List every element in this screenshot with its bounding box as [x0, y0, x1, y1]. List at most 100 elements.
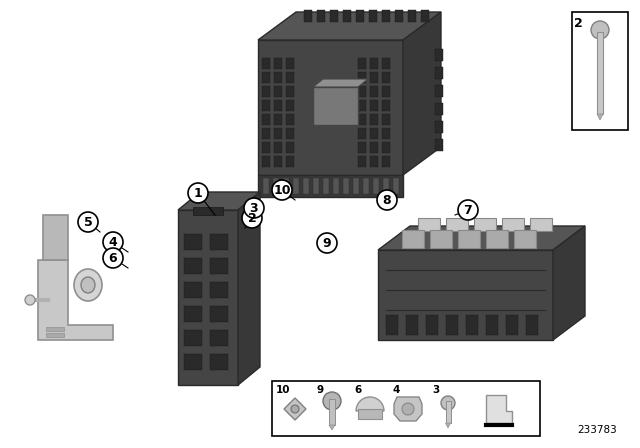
- Bar: [446, 315, 458, 335]
- Polygon shape: [553, 226, 585, 340]
- Ellipse shape: [402, 403, 414, 415]
- Text: 5: 5: [84, 215, 92, 228]
- Circle shape: [103, 232, 123, 252]
- Bar: [272, 381, 540, 436]
- Polygon shape: [313, 79, 368, 87]
- Bar: [330, 10, 338, 22]
- Bar: [303, 178, 309, 194]
- Bar: [313, 178, 319, 194]
- Bar: [435, 139, 443, 151]
- Circle shape: [317, 233, 337, 253]
- Circle shape: [272, 180, 292, 200]
- Bar: [333, 178, 339, 194]
- Text: 4: 4: [392, 385, 400, 395]
- Polygon shape: [597, 114, 603, 120]
- Bar: [313, 87, 358, 125]
- Bar: [382, 72, 390, 83]
- Polygon shape: [178, 210, 238, 385]
- Bar: [210, 354, 228, 370]
- Circle shape: [78, 212, 98, 232]
- Polygon shape: [178, 192, 260, 210]
- Circle shape: [458, 200, 478, 220]
- Polygon shape: [403, 12, 441, 175]
- Bar: [466, 315, 478, 335]
- Circle shape: [188, 183, 208, 203]
- Bar: [370, 58, 378, 69]
- Bar: [262, 156, 270, 167]
- Ellipse shape: [25, 295, 35, 305]
- Text: 2: 2: [248, 211, 257, 224]
- Bar: [435, 67, 443, 79]
- Bar: [274, 128, 282, 139]
- Text: 10: 10: [273, 184, 291, 197]
- Bar: [286, 86, 294, 97]
- Bar: [286, 72, 294, 83]
- Polygon shape: [238, 192, 260, 385]
- Bar: [184, 282, 202, 298]
- Polygon shape: [394, 397, 422, 421]
- Bar: [283, 178, 289, 194]
- Polygon shape: [284, 398, 306, 420]
- Polygon shape: [474, 218, 496, 231]
- Text: 2: 2: [573, 17, 582, 30]
- Bar: [356, 10, 364, 22]
- Wedge shape: [356, 397, 384, 411]
- Bar: [274, 58, 282, 69]
- Bar: [370, 128, 378, 139]
- Bar: [304, 10, 312, 22]
- Bar: [382, 142, 390, 153]
- Bar: [369, 10, 377, 22]
- Bar: [46, 327, 64, 331]
- Bar: [358, 128, 366, 139]
- Bar: [373, 178, 379, 194]
- Bar: [258, 175, 403, 197]
- Bar: [193, 207, 223, 215]
- Bar: [262, 100, 270, 111]
- Text: 8: 8: [383, 194, 391, 207]
- Polygon shape: [486, 395, 512, 423]
- Text: 233783: 233783: [577, 425, 617, 435]
- Polygon shape: [43, 215, 68, 260]
- Bar: [435, 121, 443, 133]
- Bar: [358, 114, 366, 125]
- Bar: [514, 230, 536, 248]
- Bar: [358, 58, 366, 69]
- Bar: [184, 234, 202, 250]
- Bar: [274, 100, 282, 111]
- Bar: [486, 230, 508, 248]
- Polygon shape: [38, 260, 113, 340]
- Bar: [506, 315, 518, 335]
- Text: 9: 9: [316, 385, 324, 395]
- Bar: [286, 156, 294, 167]
- Bar: [383, 178, 389, 194]
- Ellipse shape: [74, 269, 102, 301]
- Bar: [274, 72, 282, 83]
- Bar: [184, 330, 202, 346]
- Bar: [382, 114, 390, 125]
- Bar: [370, 142, 378, 153]
- Bar: [317, 10, 325, 22]
- Text: 7: 7: [463, 203, 472, 216]
- Bar: [293, 178, 299, 194]
- Bar: [370, 114, 378, 125]
- Bar: [274, 142, 282, 153]
- Polygon shape: [258, 40, 403, 175]
- Bar: [286, 142, 294, 153]
- Bar: [273, 178, 279, 194]
- Bar: [445, 401, 451, 423]
- Bar: [370, 100, 378, 111]
- Bar: [386, 315, 398, 335]
- Bar: [353, 178, 359, 194]
- Polygon shape: [502, 218, 524, 231]
- Bar: [382, 10, 390, 22]
- Bar: [262, 58, 270, 69]
- Polygon shape: [446, 218, 468, 231]
- Bar: [406, 315, 418, 335]
- Bar: [274, 156, 282, 167]
- Bar: [382, 58, 390, 69]
- Bar: [343, 10, 351, 22]
- Circle shape: [242, 208, 262, 228]
- Bar: [382, 156, 390, 167]
- Bar: [402, 230, 424, 248]
- Text: 4: 4: [109, 236, 117, 249]
